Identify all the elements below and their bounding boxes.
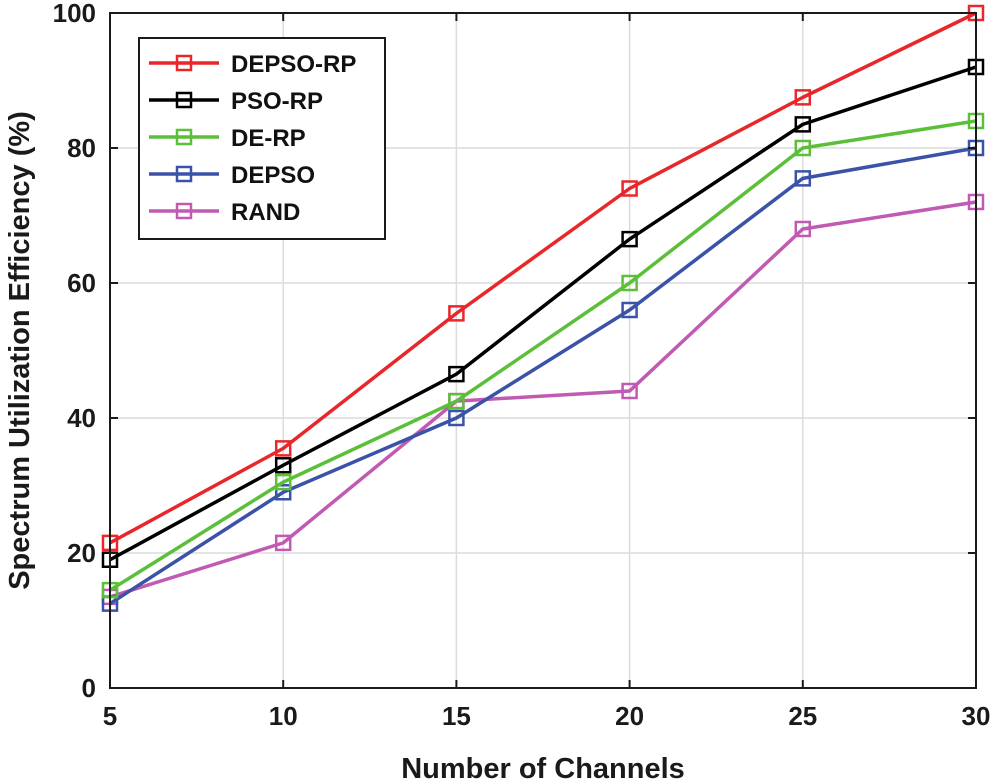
data-point-pso-rp [274,457,292,474]
data-point-depso [794,170,812,187]
legend-item-pso-rp: PSO-RP [149,88,323,115]
legend: DEPSO-RP PSO-RP DE-RP DEPSO RAND [138,37,386,240]
x-tick-label: 30 [962,701,991,731]
legend-swatch-marker [175,91,193,109]
legend-label: DEPSO-RP [231,51,356,78]
series-line-pso-rp [109,65,977,562]
legend-label: RAND [231,199,300,226]
data-point-pso-rp [448,365,465,383]
data-point-pso-rp [794,116,812,133]
legend-label: PSO-RP [231,88,323,115]
legend-item-rand: RAND [149,199,300,226]
series-line-depso-rp [109,11,977,545]
series-line-de-rp [109,119,977,592]
data-point-depso [448,409,465,427]
x-tick-label: 20 [615,701,644,731]
y-tick-label: 20 [67,538,96,568]
axis-ticks: 5 10 15 20 25 30 0 20 40 60 80 100 [53,0,991,731]
data-point-depso [274,484,292,501]
series-depso-rp [101,4,985,552]
data-point-de-rp [794,139,812,157]
data-point-depso-rp [274,440,292,457]
data-point-rand [621,382,638,400]
data-point-rand [794,220,812,238]
data-point-de-rp [621,274,638,292]
series-line-depso [109,146,977,606]
data-point-pso-rp [621,230,638,248]
y-tick-label: 40 [67,403,96,433]
data-point-rand [274,534,292,552]
y-tick-label: 100 [53,0,96,28]
legend-swatch-marker [175,202,193,220]
x-tick-label: 5 [103,701,117,731]
legend-swatch-marker [175,128,193,146]
y-tick-label: 60 [67,268,96,298]
x-axis-label: Number of Channels [401,753,685,783]
data-point-depso-rp [794,89,812,106]
y-axis-label: Spectrum Utilization Efficiency (%) [4,111,36,590]
legend-item-depso-rp: DEPSO-RP [149,51,356,78]
y-tick-label: 0 [82,673,96,703]
legend-label: DE-RP [231,125,306,152]
series-line-rand [109,200,977,599]
data-point-de-rp [448,392,465,410]
data-point-de-rp [274,473,292,491]
x-tick-label: 15 [442,701,471,731]
series-rand [101,193,985,606]
data-point-depso-rp [448,305,465,322]
x-tick-label: 10 [269,701,298,731]
legend-item-depso: DEPSO [149,162,315,189]
data-point-depso-rp [621,180,638,197]
plot-frame [109,12,977,689]
x-tick-label: 25 [788,701,817,731]
legend-swatch-marker [175,54,193,72]
legend-item-de-rp: DE-RP [149,125,306,152]
legend-swatch-marker [175,165,193,183]
data-point-depso [621,301,638,319]
y-tick-label: 80 [67,133,96,163]
legend-label: DEPSO [231,162,315,189]
